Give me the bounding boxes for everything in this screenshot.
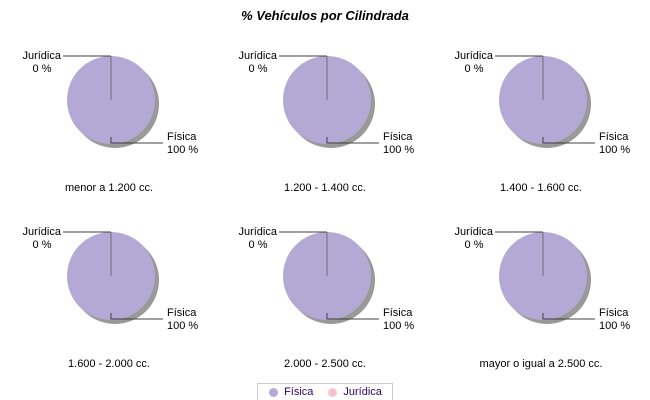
legend: Física Jurídica xyxy=(257,383,393,400)
pie-cell-2000-2500: Jurídica 0 % Física 100 % 2.000 - 2.500 … xyxy=(217,205,433,381)
fisica-callout-line xyxy=(110,313,163,320)
pie-caption: 1.600 - 2.000 cc. xyxy=(68,358,150,370)
pie-svg: Jurídica 0 % Física 100 % xyxy=(22,50,198,156)
fisica-callout-line xyxy=(542,137,595,144)
legend-item-fisica: Física xyxy=(268,386,313,398)
pie-caption: mayor o igual a 2.500 cc. xyxy=(479,358,603,370)
juridica-callout-value: 0 % xyxy=(33,239,52,251)
fisica-callout-line xyxy=(326,137,379,144)
juridica-callout-label: Jurídica xyxy=(238,226,277,238)
legend-label-fisica: Física xyxy=(284,386,314,398)
fisica-callout-value: 100 % xyxy=(599,320,630,332)
fisica-callout-label: Física xyxy=(167,307,197,319)
juridica-callout-value: 0 % xyxy=(249,63,268,75)
fisica-callout-label: Física xyxy=(383,307,413,319)
pie-caption: 1.200 - 1.400 cc. xyxy=(284,182,366,194)
legend-container: Física Jurídica xyxy=(0,383,650,400)
fisica-callout-line xyxy=(326,313,379,320)
pie-svg: Jurídica 0 % Física 100 % xyxy=(238,226,414,332)
legend-item-juridica: Jurídica xyxy=(327,386,382,398)
pie-svg: Jurídica 0 % Física 100 % xyxy=(238,50,414,156)
fisica-callout-label: Física xyxy=(599,307,629,319)
pie-caption: 1.400 - 1.600 cc. xyxy=(500,182,582,194)
pie-cell-mayor-2500: Jurídica 0 % Física 100 % mayor o igual … xyxy=(433,205,649,381)
pie-cell-1200-1400: Jurídica 0 % Física 100 % 1.200 - 1.400 … xyxy=(217,29,433,205)
fisica-callout-value: 100 % xyxy=(167,144,198,156)
fisica-marker-icon xyxy=(268,386,279,398)
juridica-callout-value: 0 % xyxy=(249,239,268,251)
juridica-callout-label: Jurídica xyxy=(454,226,493,238)
pie-caption: 2.000 - 2.500 cc. xyxy=(284,358,366,370)
pie-svg: Jurídica 0 % Física 100 % xyxy=(454,226,630,332)
juridica-callout-label: Jurídica xyxy=(454,50,493,62)
fisica-callout-value: 100 % xyxy=(383,320,414,332)
pie-grid: Jurídica 0 % Física 100 % menor a 1.200 … xyxy=(0,29,650,381)
pie-cell-menor-1200: Jurídica 0 % Física 100 % menor a 1.200 … xyxy=(1,29,217,205)
juridica-callout-label: Jurídica xyxy=(22,50,61,62)
pie-svg: Jurídica 0 % Física 100 % xyxy=(22,226,198,332)
fisica-callout-value: 100 % xyxy=(383,144,414,156)
juridica-callout-value: 0 % xyxy=(465,63,484,75)
juridica-marker-icon xyxy=(327,386,339,398)
fisica-callout-value: 100 % xyxy=(599,144,630,156)
juridica-callout-label: Jurídica xyxy=(238,50,277,62)
fisica-marker-circle xyxy=(268,386,279,398)
pie-caption: menor a 1.200 cc. xyxy=(64,182,154,194)
juridica-marker-circle xyxy=(327,386,339,398)
pie-svg: Jurídica 0 % Física 100 % xyxy=(454,50,630,156)
chart-title: % Vehículos por Cilindrada xyxy=(241,8,409,23)
fisica-callout-label: Física xyxy=(599,131,629,143)
fisica-callout-label: Física xyxy=(383,131,413,143)
pie-cell-1600-2000: Jurídica 0 % Física 100 % 1.600 - 2.000 … xyxy=(1,205,217,381)
juridica-callout-label: Jurídica xyxy=(22,226,61,238)
fisica-callout-line xyxy=(542,313,595,320)
fisica-callout-label: Física xyxy=(167,131,197,143)
juridica-callout-value: 0 % xyxy=(33,63,52,75)
juridica-callout-value: 0 % xyxy=(465,239,484,251)
fisica-callout-line xyxy=(110,137,163,144)
legend-label-juridica: Jurídica xyxy=(343,386,382,398)
fisica-callout-value: 100 % xyxy=(167,320,198,332)
pie-cell-1400-1600: Jurídica 0 % Física 100 % 1.400 - 1.600 … xyxy=(433,29,649,205)
